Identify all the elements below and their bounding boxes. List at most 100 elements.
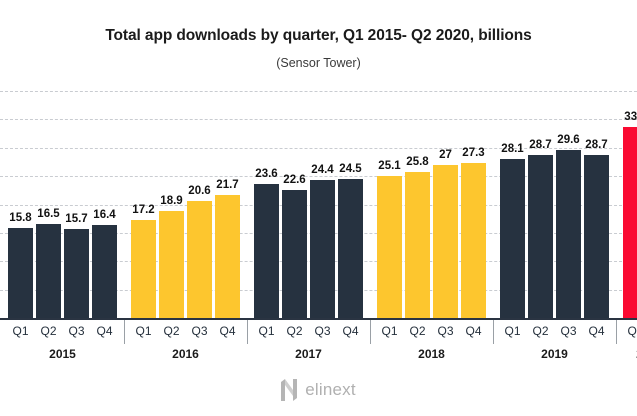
year-label: 2018: [418, 347, 445, 361]
bar-group[interactable]: 15.8: [8, 208, 33, 318]
bar[interactable]: [215, 194, 240, 318]
year-group-separator: [124, 320, 125, 344]
bar[interactable]: [159, 210, 184, 318]
bar-value-label: 25.8: [406, 155, 429, 168]
bar-group[interactable]: 27: [433, 145, 458, 318]
bar-group[interactable]: 24.5: [338, 159, 363, 318]
bar[interactable]: [64, 228, 89, 318]
year-label: 2019: [541, 347, 568, 361]
quarter-tick-label: Q1: [135, 324, 152, 338]
bar-value-label: 21.7: [216, 178, 239, 191]
quarter-tick-label: Q2: [409, 324, 426, 338]
bar-group[interactable]: 25.8: [405, 152, 430, 318]
quarter-tick-label: Q3: [437, 324, 454, 338]
logo-wordmark: elinext: [305, 380, 356, 399]
bar-group[interactable]: 16.5: [36, 204, 61, 318]
bar-value-label: 22.6: [283, 173, 306, 186]
bar-value-label: 20.6: [188, 185, 211, 198]
quarter-tick-label: Q2: [286, 324, 303, 338]
quarter-tick-label: Q4: [465, 324, 482, 338]
bar-group[interactable]: 18.9: [159, 191, 184, 318]
bar[interactable]: [433, 164, 458, 318]
bar-group[interactable]: 17.2: [131, 200, 156, 318]
year-group-separator: [493, 320, 494, 344]
bar[interactable]: [187, 201, 212, 318]
bar-value-label: 24.5: [339, 162, 362, 175]
quarter-tick-label: Q3: [191, 324, 208, 338]
year-label: 2016: [172, 347, 199, 361]
bar-value-label: 28.1: [501, 142, 524, 155]
bar-value-label: 33.6: [624, 111, 637, 124]
quarter-tick-label: Q4: [96, 324, 113, 338]
chart-header: Total app downloads by quarter, Q1 2015-…: [0, 26, 637, 71]
bar[interactable]: [528, 155, 553, 318]
bar-group[interactable]: 15.7: [64, 209, 89, 318]
bar-value-label: 15.7: [65, 212, 88, 225]
quarter-tick-label: Q4: [588, 324, 605, 338]
quarter-tick-label: Q2: [40, 324, 57, 338]
chart-title: Total app downloads by quarter, Q1 2015-…: [105, 27, 532, 44]
bar[interactable]: [405, 171, 430, 318]
bar-group[interactable]: 33.6: [623, 107, 637, 318]
quarter-tick-label: Q3: [560, 324, 577, 338]
bar-value-label: 23.6: [255, 168, 278, 181]
quarter-tick-label: Q3: [314, 324, 331, 338]
bar[interactable]: [377, 175, 402, 318]
bar-group[interactable]: 28.7: [584, 135, 609, 318]
footer-logo: elinext: [0, 372, 637, 408]
bar-value-label: 29.6: [557, 134, 580, 147]
bar-group[interactable]: 21.7: [215, 175, 240, 318]
gridline: [0, 176, 637, 178]
year-group-separator: [370, 320, 371, 344]
bar-value-label: 24.4: [311, 163, 334, 176]
bar[interactable]: [8, 228, 33, 318]
bar[interactable]: [500, 158, 525, 318]
quarter-tick-label: Q4: [342, 324, 359, 338]
bar[interactable]: [556, 150, 581, 318]
bar-value-label: 25.1: [378, 159, 401, 172]
bar-group[interactable]: 22.6: [282, 170, 307, 318]
bar-value-label: 28.7: [585, 139, 608, 152]
bar[interactable]: [584, 155, 609, 318]
year-group-separator: [247, 320, 248, 344]
bar[interactable]: [310, 179, 335, 318]
bar-group[interactable]: 20.6: [187, 181, 212, 318]
elinext-logo-icon: [281, 379, 298, 401]
bar-group[interactable]: 24.4: [310, 160, 335, 318]
bar[interactable]: [131, 220, 156, 318]
bar-group[interactable]: 28.7: [528, 135, 553, 318]
year-group-separator: [616, 320, 617, 344]
bar-group[interactable]: 25.1: [377, 156, 402, 318]
bar[interactable]: [254, 184, 279, 318]
bar[interactable]: [36, 224, 61, 318]
bars-layer: 15.8 16.5 15.7 16.4 17.2 18.9 20.6 21.7 23.6 22.6…: [8, 107, 637, 318]
bar-group[interactable]: 28.1: [500, 139, 525, 318]
quarter-tick-label: Q2: [163, 324, 180, 338]
quarter-tick-label: Q1: [12, 324, 29, 338]
gridline: [0, 91, 637, 92]
bar-group[interactable]: 27.3: [461, 143, 486, 318]
bar-value-label: 27.3: [462, 147, 485, 160]
gridline: [0, 147, 637, 149]
year-label: 2020: [623, 346, 637, 362]
gridline: [0, 119, 637, 121]
bar[interactable]: [338, 178, 363, 318]
bar[interactable]: [461, 163, 486, 318]
bar[interactable]: [282, 189, 307, 318]
quarter-tick-label: Q1: [627, 324, 637, 338]
quarter-tick-label: Q1: [381, 324, 398, 338]
bar-value-label: 28.7: [529, 139, 552, 152]
x-axis-labels: Q1 Q2 Q3 Q4 Q1 Q2 Q3 Q4 Q1 Q2 Q3 Q4 Q1 Q2 Q3 Q4 Q1 Q2 Q3 Q4…: [0, 320, 637, 376]
quarter-tick-label: Q1: [258, 324, 275, 338]
quarter-tick-label: Q2: [532, 324, 549, 338]
bar-group[interactable]: 29.6: [556, 130, 581, 318]
chart-subtitle: (Sensor Tower): [276, 56, 361, 70]
bar-value-label: 27: [439, 148, 452, 161]
quarter-tick-label: Q1: [504, 324, 521, 338]
bar[interactable]: [623, 127, 637, 318]
bar-group[interactable]: 16.4: [92, 205, 117, 318]
year-label: 2015: [49, 347, 76, 361]
bar[interactable]: [92, 224, 117, 318]
bar-group[interactable]: 23.6: [254, 164, 279, 318]
